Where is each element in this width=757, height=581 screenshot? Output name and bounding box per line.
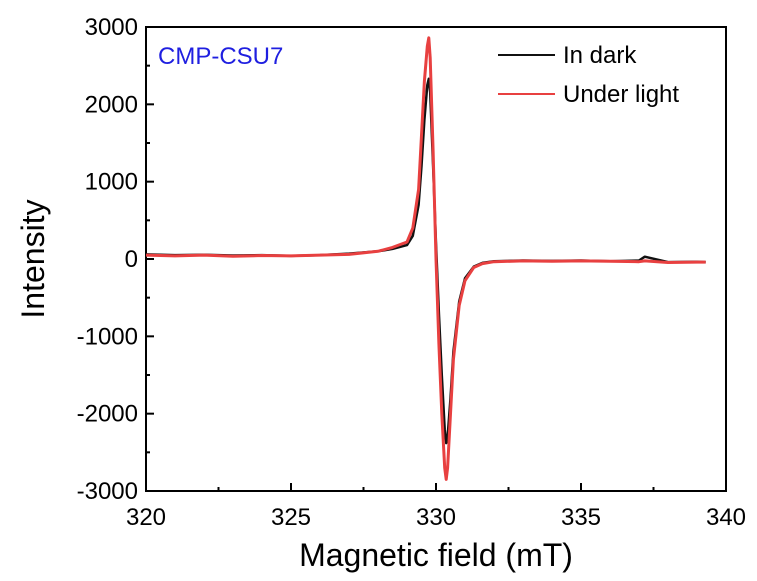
x-tick-label: 330	[416, 504, 456, 531]
series-lines	[145, 36, 706, 481]
y-tick-label: 0	[125, 246, 138, 273]
x-axis-title: Magnetic field (mT)	[299, 537, 573, 573]
x-tick-label: 320	[126, 504, 166, 531]
y-tick-label: -3000	[77, 478, 138, 505]
x-axis-ticks: 320 325 330 335 340	[126, 483, 746, 531]
legend: In dark Under light	[498, 42, 679, 108]
series-line-under-light	[145, 36, 706, 481]
legend-label-in-dark: In dark	[563, 42, 637, 69]
y-tick-label: -1000	[77, 323, 138, 350]
sample-label: CMP-CSU7	[158, 43, 283, 70]
y-tick-label: 3000	[85, 14, 138, 41]
x-tick-label: 325	[271, 504, 311, 531]
y-tick-label: -2000	[77, 401, 138, 428]
y-tick-label: 2000	[85, 91, 138, 118]
y-axis-ticks: 3000 2000 1000 0 -1000 -2000 -3000	[77, 14, 154, 505]
y-tick-label: 1000	[85, 169, 138, 196]
legend-label-under-light: Under light	[563, 81, 679, 108]
x-tick-label: 340	[706, 504, 746, 531]
y-axis-title: Intensity	[15, 199, 51, 318]
x-tick-label: 335	[561, 504, 601, 531]
